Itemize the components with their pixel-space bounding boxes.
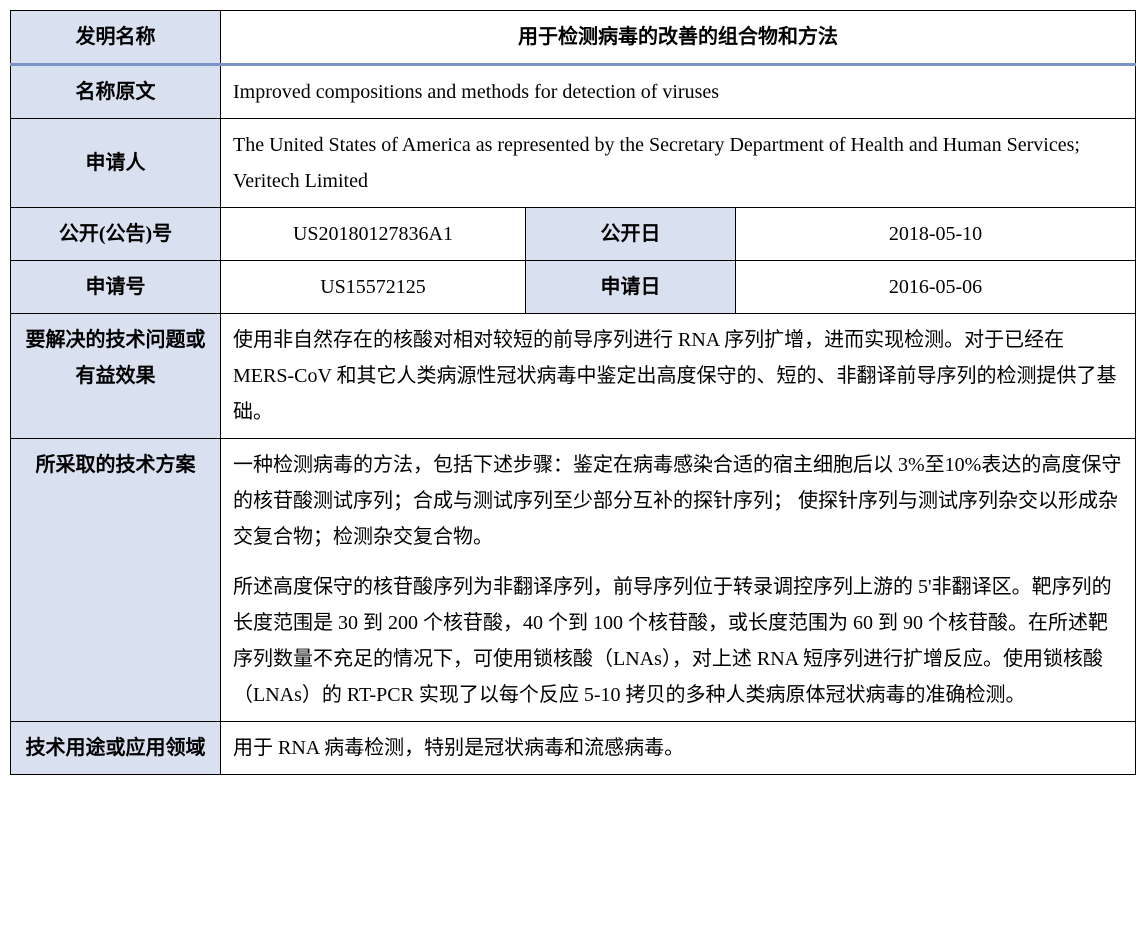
solution-para-2: 所述高度保守的核苷酸序列为非翻译序列，前导序列位于转录调控序列上游的 5'非翻译… <box>233 569 1123 713</box>
publication-number-value: US20180127836A1 <box>221 208 526 261</box>
publication-number-label: 公开(公告)号 <box>11 208 221 261</box>
table-row: 申请号 US15572125 申请日 2016-05-06 <box>11 261 1136 314</box>
patent-info-table: 发明名称 用于检测病毒的改善的组合物和方法 名称原文 Improved comp… <box>10 10 1136 775</box>
solution-para-1: 一种检测病毒的方法，包括下述步骤：鉴定在病毒感染合适的宿主细胞后以 3%至10%… <box>233 447 1123 555</box>
solution-value: 一种检测病毒的方法，包括下述步骤：鉴定在病毒感染合适的宿主细胞后以 3%至10%… <box>221 439 1136 722</box>
table-row: 发明名称 用于检测病毒的改善的组合物和方法 <box>11 11 1136 65</box>
original-name-label: 名称原文 <box>11 65 221 119</box>
invention-name-value: 用于检测病毒的改善的组合物和方法 <box>221 11 1136 65</box>
table-row: 技术用途或应用领域 用于 RNA 病毒检测，特别是冠状病毒和流感病毒。 <box>11 722 1136 775</box>
problem-label: 要解决的技术问题或有益效果 <box>11 314 221 439</box>
usage-label: 技术用途或应用领域 <box>11 722 221 775</box>
applicant-value: The United States of America as represen… <box>221 119 1136 208</box>
publication-date-value: 2018-05-10 <box>736 208 1136 261</box>
publication-date-label: 公开日 <box>526 208 736 261</box>
solution-label: 所采取的技术方案 <box>11 439 221 722</box>
applicant-label: 申请人 <box>11 119 221 208</box>
application-date-label: 申请日 <box>526 261 736 314</box>
usage-value: 用于 RNA 病毒检测，特别是冠状病毒和流感病毒。 <box>221 722 1136 775</box>
table-row: 公开(公告)号 US20180127836A1 公开日 2018-05-10 <box>11 208 1136 261</box>
table-row: 所采取的技术方案 一种检测病毒的方法，包括下述步骤：鉴定在病毒感染合适的宿主细胞… <box>11 439 1136 722</box>
table-row: 要解决的技术问题或有益效果 使用非自然存在的核酸对相对较短的前导序列进行 RNA… <box>11 314 1136 439</box>
application-number-label: 申请号 <box>11 261 221 314</box>
application-number-value: US15572125 <box>221 261 526 314</box>
original-name-value: Improved compositions and methods for de… <box>221 65 1136 119</box>
invention-name-label: 发明名称 <box>11 11 221 65</box>
table-row: 名称原文 Improved compositions and methods f… <box>11 65 1136 119</box>
application-date-value: 2016-05-06 <box>736 261 1136 314</box>
table-row: 申请人 The United States of America as repr… <box>11 119 1136 208</box>
problem-value: 使用非自然存在的核酸对相对较短的前导序列进行 RNA 序列扩增，进而实现检测。对… <box>221 314 1136 439</box>
